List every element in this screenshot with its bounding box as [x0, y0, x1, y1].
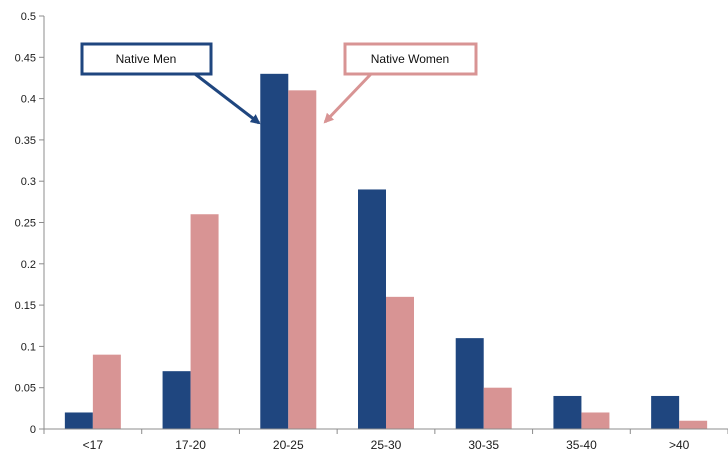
- bar-native-men: [553, 395, 582, 429]
- x-category-label: 25-30: [371, 438, 402, 452]
- bar-native-women: [92, 354, 121, 429]
- bar-native-men: [455, 338, 484, 429]
- y-tick-label: 0.35: [15, 135, 36, 147]
- bars-group: [64, 73, 708, 429]
- bar-native-men: [651, 395, 680, 429]
- bar-native-men: [162, 371, 191, 429]
- legend-callout-native-men: Native Men: [80, 42, 261, 125]
- y-tick-label: 0.15: [15, 300, 36, 312]
- bar-native-women: [679, 420, 708, 429]
- y-tick-label: 0.45: [15, 52, 36, 64]
- y-tick-label: 0.25: [15, 218, 36, 230]
- bar-native-women: [288, 90, 317, 429]
- bar-native-women: [483, 387, 512, 429]
- x-category-label: 30-35: [468, 438, 499, 452]
- y-tick-label: 0.2: [21, 259, 36, 271]
- x-category-label: 20-25: [273, 438, 304, 452]
- bar-native-men: [64, 412, 93, 429]
- x-category-label: 17-20: [175, 438, 206, 452]
- y-tick-label: 0.4: [21, 94, 36, 106]
- y-tick-label: 0.5: [21, 11, 36, 23]
- bar-native-women: [190, 214, 219, 429]
- callout-arrow-native-women: [323, 72, 373, 124]
- bar-native-men: [358, 189, 386, 429]
- legend-callout-native-women: Native Women: [323, 42, 478, 124]
- callout-box-native-men: [80, 42, 213, 76]
- y-tick-label: 0: [30, 424, 36, 436]
- x-category-label: 35-40: [566, 438, 597, 452]
- x-category-label: <17: [83, 438, 104, 452]
- y-tick-label: 0.1: [21, 341, 36, 353]
- y-tick-label: 0.3: [21, 176, 36, 188]
- y-tick-label: 0.05: [15, 383, 36, 395]
- legend-label-native-women: Native Women: [371, 52, 449, 66]
- bar-native-women: [581, 412, 610, 429]
- bar-native-women: [386, 296, 414, 429]
- legend-label-native-men: Native Men: [116, 52, 177, 66]
- callout-arrow-native-men: [194, 72, 261, 125]
- callout-box-native-women: [343, 42, 478, 76]
- x-axis-ticks: <17 17-20 20-25 25-30 30-35 35-40 >40: [43, 429, 728, 452]
- x-category-label: >40: [669, 438, 690, 452]
- bar-native-men: [260, 73, 289, 429]
- y-axis-ticks: 0 0.05 0.1 0.15 0.2 0.25 0.3 0.35 0.4 0.45 0.5: [15, 11, 44, 436]
